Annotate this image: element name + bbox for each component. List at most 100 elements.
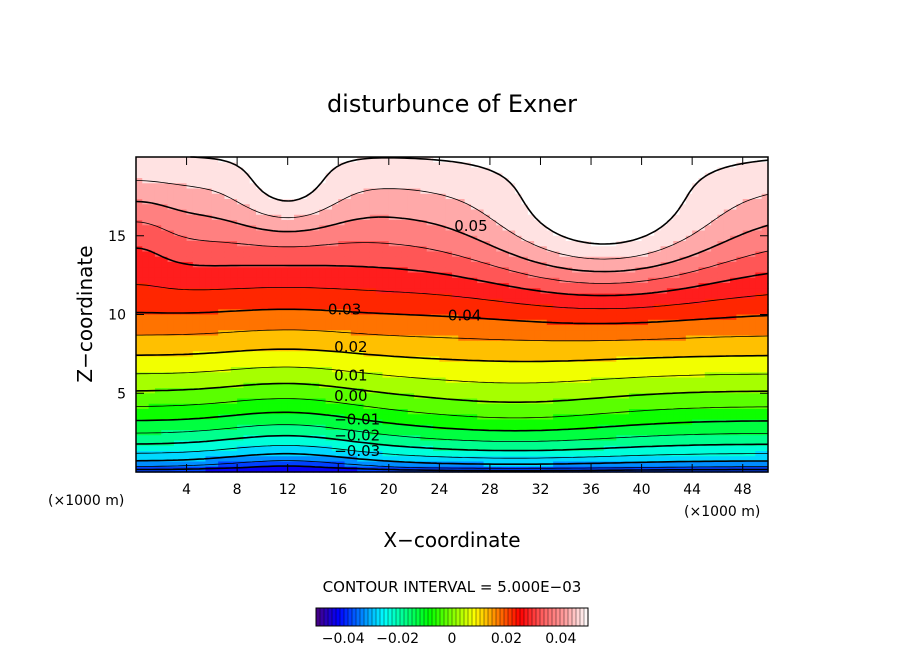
field-cell [211, 445, 219, 452]
field-cell [540, 162, 548, 169]
field-cell [256, 267, 263, 274]
field-cell [395, 382, 403, 389]
field-cell [572, 256, 579, 263]
field-cell [470, 230, 478, 237]
field-cell [369, 346, 377, 352]
field-cell [306, 235, 314, 242]
field-cell [527, 309, 535, 316]
field-cell [395, 199, 403, 205]
field-cell [578, 256, 586, 263]
field-cell [325, 445, 333, 452]
field-cell [401, 157, 409, 163]
field-cell [395, 241, 403, 247]
field-cell [565, 335, 573, 342]
field-cell [616, 309, 624, 316]
field-cell [433, 451, 440, 457]
field-cell [407, 293, 415, 300]
field-cell [591, 262, 598, 268]
field-cell [578, 172, 586, 179]
field-cell [534, 382, 542, 389]
field-cell [319, 346, 327, 352]
field-cell [376, 172, 384, 179]
field-cell [262, 414, 270, 421]
field-cell [287, 293, 295, 300]
field-cell [211, 230, 219, 237]
field-cell [243, 466, 251, 473]
field-cell [275, 241, 282, 247]
field-cell [572, 393, 579, 400]
field-cell [205, 346, 213, 352]
field-cell [420, 388, 428, 394]
field-cell [243, 277, 251, 284]
field-cell [218, 298, 226, 305]
field-cell [477, 319, 485, 326]
field-cell [414, 214, 421, 221]
field-cell [331, 267, 339, 274]
field-cell [654, 241, 662, 247]
field-cell [534, 377, 542, 384]
field-cell [515, 241, 523, 247]
field-cell [584, 277, 592, 284]
field-cell [407, 346, 415, 352]
field-cell [287, 398, 295, 405]
field-cell [578, 262, 586, 268]
field-cell [388, 461, 396, 468]
field-cell [578, 204, 586, 211]
field-cell [331, 325, 339, 331]
field-cell [287, 372, 295, 379]
field-cell [584, 262, 592, 268]
field-cell [262, 445, 270, 452]
field-cell [186, 440, 194, 447]
field-cell [540, 445, 548, 452]
field-cell [464, 435, 472, 442]
field-cell [173, 293, 181, 300]
field-cell [211, 235, 219, 242]
field-cell [591, 246, 598, 253]
field-cell [610, 367, 617, 373]
field-cell [338, 361, 346, 368]
field-cell [414, 435, 421, 442]
field-cell [578, 178, 586, 184]
field-cell [136, 157, 143, 163]
field-cell [483, 157, 491, 163]
field-cell [597, 461, 605, 468]
field-cell [426, 361, 434, 368]
field-cell [161, 204, 169, 211]
field-cell [211, 298, 219, 305]
field-cell [300, 220, 308, 226]
field-cell [363, 283, 371, 289]
field-cell [433, 162, 440, 169]
field-cell [534, 409, 542, 415]
field-cell [331, 172, 339, 179]
field-cell [161, 298, 169, 305]
field-cell [546, 445, 554, 452]
field-cell [527, 340, 535, 347]
field-cell [167, 372, 175, 379]
field-cell [199, 230, 207, 237]
field-cell [622, 340, 630, 347]
field-cell [376, 451, 384, 457]
field-cell [647, 335, 655, 342]
field-cell [331, 256, 339, 263]
field-cell [647, 251, 655, 258]
field-cell [161, 424, 169, 431]
field-cell [439, 304, 447, 310]
field-cell [489, 451, 497, 457]
field-cell [249, 162, 257, 169]
field-cell [300, 246, 308, 253]
field-cell [401, 356, 409, 363]
field-cell [300, 167, 308, 174]
field-cell [230, 372, 238, 379]
field-cell [300, 298, 308, 305]
field-cell [363, 340, 371, 347]
field-cell [502, 325, 510, 331]
field-cell [534, 451, 542, 457]
field-cell [502, 256, 510, 263]
field-cell [243, 351, 251, 358]
field-cell [218, 183, 226, 190]
field-cell [407, 440, 415, 447]
field-cell [546, 361, 554, 368]
field-cell [414, 419, 421, 426]
field-cell [186, 430, 194, 436]
field-cell [395, 262, 403, 268]
